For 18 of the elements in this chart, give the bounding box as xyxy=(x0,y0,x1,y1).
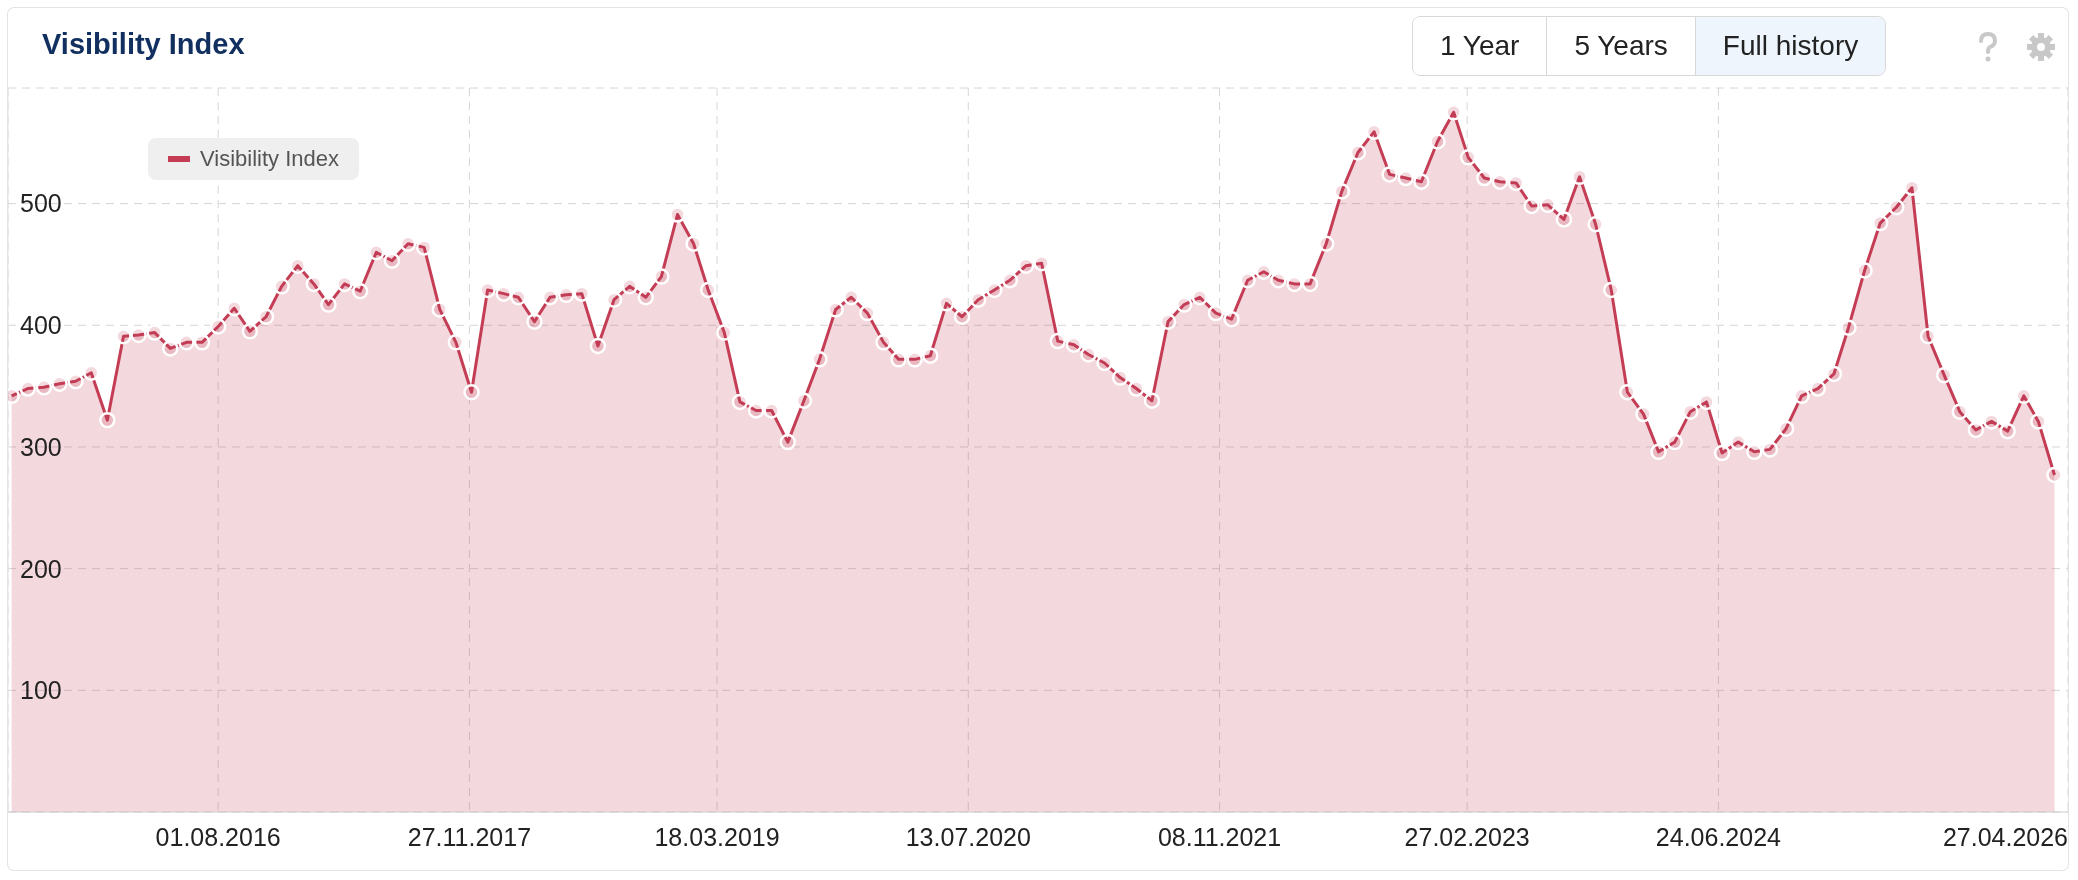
x-tick-label: 27.04.2026 xyxy=(1942,823,2068,851)
x-tick-label: 18.03.2019 xyxy=(654,823,780,851)
chart-title: Visibility Index xyxy=(42,28,245,61)
x-tick-label: 01.08.2016 xyxy=(155,823,281,851)
x-tick-label: 08.11.2021 xyxy=(1157,823,1282,851)
x-tick-label: 27.11.2017 xyxy=(407,823,532,851)
text: 1 Year xyxy=(1413,17,1547,75)
x-tick-label: 27.02.2023 xyxy=(1404,823,1530,851)
y-tick-label: 400 xyxy=(20,311,62,340)
y-tick-label: 300 xyxy=(20,432,62,461)
text: 5 Years xyxy=(1546,17,1695,75)
x-tick-label: 24.06.2024 xyxy=(1655,823,1782,851)
y-tick-label: 200 xyxy=(20,554,62,583)
text: Full history xyxy=(1694,17,1886,75)
y-tick-label: 100 xyxy=(20,676,62,705)
y-tick-label: 500 xyxy=(20,189,62,218)
legend-label: Visibility Index xyxy=(200,146,339,172)
x-tick-label: 13.07.2020 xyxy=(905,823,1031,851)
